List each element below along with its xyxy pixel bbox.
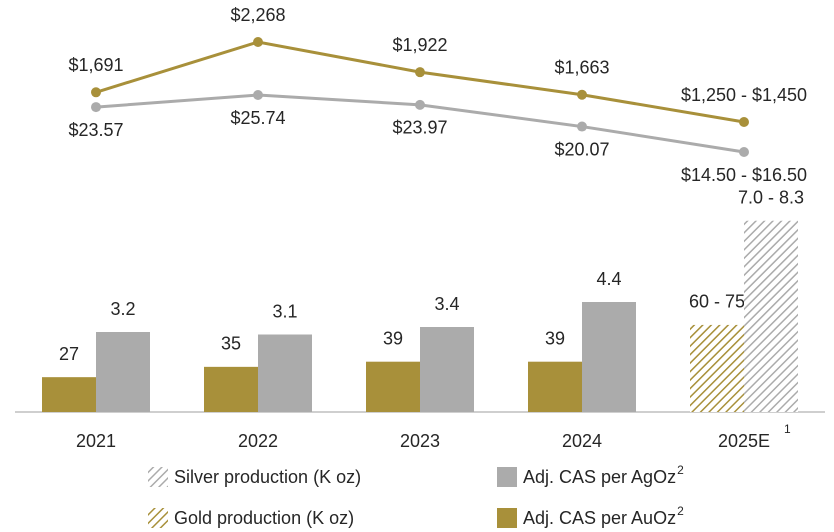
point bbox=[91, 87, 101, 98]
data-label: $2,268 bbox=[230, 5, 285, 25]
data-label: $23.57 bbox=[68, 120, 123, 140]
data-label: $1,250 - $1,450 bbox=[681, 85, 807, 105]
data-label: 39 bbox=[383, 328, 403, 348]
data-label: $1,922 bbox=[392, 35, 447, 55]
legend-swatch bbox=[148, 467, 168, 487]
point bbox=[577, 121, 587, 132]
bar bbox=[204, 366, 258, 412]
data-label: 3.4 bbox=[434, 294, 459, 314]
bar bbox=[96, 332, 150, 412]
footnote-mark: 2 bbox=[677, 504, 684, 518]
legend-label: Silver production (K oz) bbox=[174, 467, 361, 487]
x-tick-label: 2022 bbox=[238, 431, 278, 451]
legend-swatch bbox=[497, 467, 517, 487]
data-label: $14.50 - $16.50 bbox=[681, 165, 807, 185]
x-tick-label: 2024 bbox=[562, 431, 602, 451]
bar bbox=[42, 377, 96, 412]
point bbox=[253, 90, 263, 100]
data-label: 3.2 bbox=[110, 299, 135, 319]
legend-label: Gold production (K oz) bbox=[174, 508, 354, 528]
footnote-mark: 1 bbox=[784, 422, 791, 436]
bar bbox=[420, 327, 474, 412]
legend-swatch bbox=[497, 508, 517, 528]
data-label: 60 - 75 bbox=[689, 292, 745, 312]
point bbox=[415, 99, 425, 110]
bar bbox=[528, 361, 582, 412]
point bbox=[253, 37, 263, 47]
x-tick-label: 2025E bbox=[718, 431, 770, 451]
data-label: 3.1 bbox=[272, 301, 297, 321]
data-label: $1,691 bbox=[68, 55, 123, 75]
point bbox=[739, 147, 749, 157]
point bbox=[577, 89, 587, 100]
data-label: $20.07 bbox=[554, 139, 609, 159]
data-label: $23.97 bbox=[392, 118, 447, 138]
bar bbox=[366, 361, 420, 412]
point bbox=[415, 67, 425, 78]
data-label: 35 bbox=[221, 334, 241, 354]
point bbox=[739, 117, 749, 127]
data-label: $25.74 bbox=[230, 108, 285, 128]
x-tick-label: 2021 bbox=[76, 431, 116, 451]
bar bbox=[690, 324, 744, 412]
legend-swatch bbox=[148, 508, 168, 528]
footnote-mark: 2 bbox=[677, 463, 684, 477]
bar bbox=[744, 220, 798, 412]
data-label: 39 bbox=[545, 328, 565, 348]
data-label: 27 bbox=[59, 344, 79, 364]
point bbox=[91, 102, 101, 113]
bar bbox=[258, 334, 312, 412]
bar bbox=[582, 302, 636, 412]
legend-label: Adj. CAS per AgOz bbox=[523, 467, 676, 487]
legend-label: Adj. CAS per AuOz bbox=[523, 508, 676, 528]
data-label: 7.0 - 8.3 bbox=[738, 188, 804, 208]
x-tick-label: 2023 bbox=[400, 431, 440, 451]
data-label: 4.4 bbox=[596, 269, 621, 289]
data-label: $1,663 bbox=[554, 57, 609, 77]
